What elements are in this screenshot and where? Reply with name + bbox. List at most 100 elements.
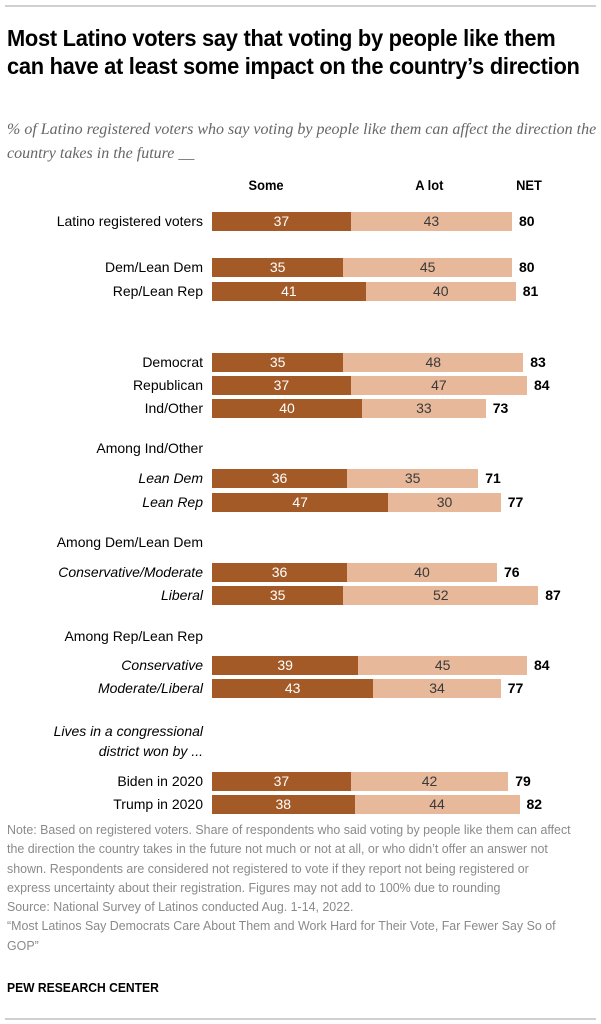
bar-segment-a-lot <box>362 399 486 418</box>
bar-label-some: 37 <box>273 773 290 789</box>
bar-segment-some <box>212 795 355 814</box>
row-label: Conservative/Moderate <box>58 564 203 580</box>
bar-label-some: 36 <box>271 564 288 580</box>
bar-label-a-lot: 45 <box>434 657 451 673</box>
bar-segment-a-lot <box>350 212 512 231</box>
group-label: Among Rep/Lean Rep <box>64 628 203 644</box>
chart-notes: Note: Based on registered voters. Share … <box>7 820 575 955</box>
bar-segment-a-lot <box>350 772 509 791</box>
bar-segment-a-lot <box>343 586 539 605</box>
bar-label-net: 83 <box>530 354 546 370</box>
bar-label-a-lot: 42 <box>421 773 438 789</box>
bar-segment-a-lot <box>388 493 501 512</box>
row-label: Biden in 2020 <box>117 773 203 789</box>
bar-label-a-lot: 48 <box>425 354 442 370</box>
bar-label-some: 47 <box>292 494 308 510</box>
bar-label-some: 41 <box>281 283 297 299</box>
row-label: Lean Dem <box>138 470 203 486</box>
bar-label-some: 43 <box>284 680 301 696</box>
bar-label-a-lot: 30 <box>436 494 453 510</box>
row-label: Trump in 2020 <box>113 796 203 812</box>
bar-segment-a-lot <box>343 258 512 277</box>
bar-segment-some <box>212 353 344 372</box>
column-header-a-lot: A lot <box>415 177 444 193</box>
bar-label-net: 77 <box>507 494 524 510</box>
bar-label-a-lot: 43 <box>423 213 440 229</box>
bar-segment-a-lot <box>358 656 527 675</box>
column-header-net: NET <box>516 177 542 193</box>
row-label: Latino registered voters <box>56 213 203 229</box>
bar-label-net: 82 <box>526 796 543 812</box>
note-text: Note: Based on registered voters. Share … <box>7 822 571 895</box>
group-label: Among Ind/Other <box>96 440 203 456</box>
bar-label-some: 35 <box>269 259 286 275</box>
bar-segment-some <box>212 376 351 395</box>
bar-label-some: 38 <box>275 796 292 812</box>
bar-label-some: 40 <box>279 400 295 416</box>
chart-title: Most Latino voters say that voting by pe… <box>7 25 580 79</box>
bar-label-a-lot: 40 <box>432 283 449 299</box>
bar-segment-a-lot <box>373 679 501 698</box>
bar-label-a-lot: 45 <box>419 259 436 275</box>
bar-segment-some <box>212 563 347 582</box>
bar-segment-some <box>212 258 344 277</box>
bar-label-a-lot: 44 <box>429 796 445 812</box>
stacked-bar-chart: Latino registered voters 37 43 80 Dem/Lean D… <box>54 212 561 814</box>
bar-label-net: 79 <box>515 773 531 789</box>
bar-label-net: 84 <box>534 377 550 393</box>
source-text: Source: National Survey of Latinos condu… <box>7 899 354 915</box>
bar-segment-a-lot <box>347 563 497 582</box>
bar-segment-some <box>212 399 362 418</box>
row-label: Republican <box>132 377 203 393</box>
bar-segment-a-lot <box>354 795 520 814</box>
bar-segment-a-lot <box>365 282 516 301</box>
bar-label-net: 81 <box>522 283 539 299</box>
bar-segment-a-lot <box>343 353 524 372</box>
top-rule <box>5 5 596 7</box>
row-label: Democrat <box>142 354 203 370</box>
bar-segment-some <box>212 212 351 231</box>
bar-label-net: 87 <box>545 587 561 603</box>
bar-label-some: 39 <box>277 657 293 673</box>
bar-label-net: 80 <box>519 259 535 275</box>
bar-label-net: 73 <box>492 400 509 416</box>
bar-segment-some <box>212 493 389 512</box>
bar-label-a-lot: 52 <box>432 587 449 603</box>
row-label: Lean Rep <box>142 494 203 510</box>
bar-label-net: 80 <box>519 213 535 229</box>
row-label: Conservative <box>121 657 203 673</box>
bar-label-a-lot: 47 <box>431 377 447 393</box>
bar-segment-some <box>212 679 374 698</box>
group-label: district won by ... <box>98 743 203 759</box>
bar-label-a-lot: 40 <box>414 564 430 580</box>
bar-segment-a-lot <box>350 376 527 395</box>
bar-label-some: 35 <box>269 587 286 603</box>
row-label: Dem/Lean Dem <box>104 259 203 275</box>
bar-label-some: 35 <box>269 354 286 370</box>
pew-logo-text: PEW RESEARCH CENTER <box>7 980 159 995</box>
bar-label-a-lot: 34 <box>429 680 445 696</box>
bar-label-net: 71 <box>485 470 501 486</box>
bar-label-some: 37 <box>273 377 290 393</box>
bar-segment-some <box>212 586 344 605</box>
bar-label-a-lot: 33 <box>416 400 432 416</box>
row-label: Rep/Lean Rep <box>112 283 203 299</box>
group-label: Among Dem/Lean Dem <box>56 534 203 550</box>
bar-label-net: 84 <box>534 657 550 673</box>
bar-label-net: 77 <box>507 680 524 696</box>
row-label: Moderate/Liberal <box>97 680 203 696</box>
row-label: Ind/Other <box>144 400 203 416</box>
chart-subtitle: % of Latino registered voters who say vo… <box>7 121 597 162</box>
bar-segment-some <box>212 772 351 791</box>
column-header-some: Some <box>248 177 284 193</box>
bar-segment-some <box>212 656 359 675</box>
bar-label-a-lot: 35 <box>404 470 421 486</box>
row-label: Liberal <box>160 587 203 603</box>
report-title: “Most Latinos Say Democrats Care About T… <box>7 918 556 953</box>
bar-segment-some <box>212 282 366 301</box>
bar-segment-a-lot <box>347 469 479 488</box>
bar-segment-some <box>212 469 347 488</box>
bar-label-net: 76 <box>504 564 520 580</box>
bar-label-some: 36 <box>271 470 288 486</box>
bar-label-some: 37 <box>273 213 290 229</box>
